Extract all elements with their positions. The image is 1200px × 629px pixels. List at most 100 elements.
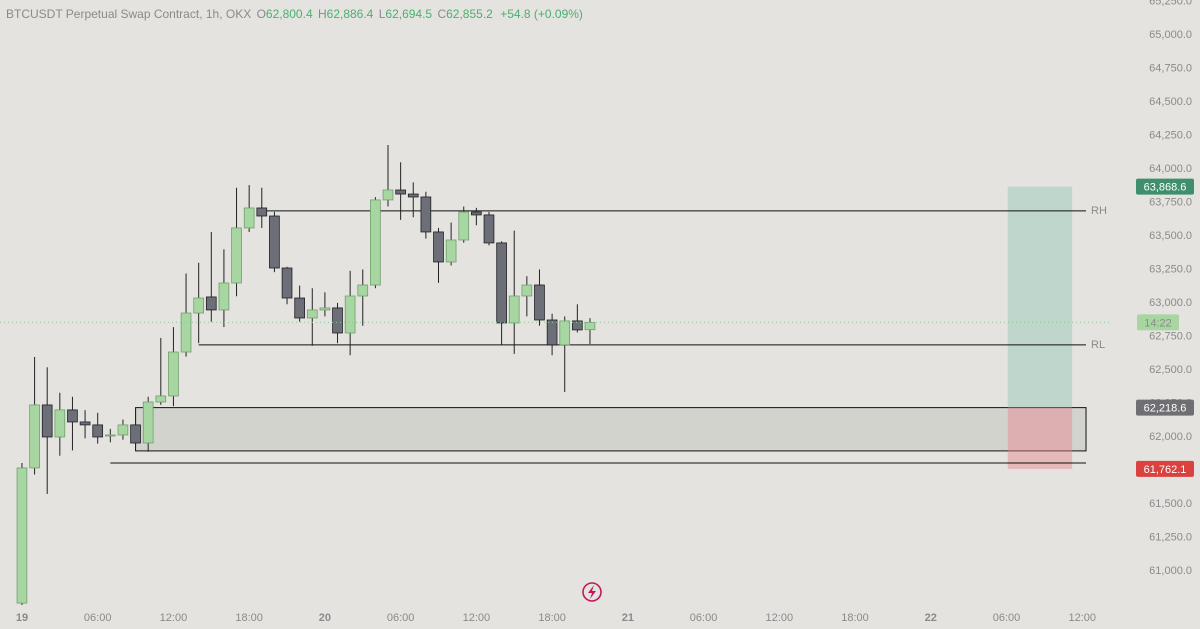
candle-body: [572, 320, 583, 331]
y-tick-label: 64,250.0: [1149, 129, 1192, 141]
level-label: RH: [1091, 205, 1107, 217]
candle-body: [382, 189, 394, 201]
candle-body: [243, 207, 255, 229]
candle-body: [534, 284, 545, 321]
x-tick-label: 18:00: [841, 612, 869, 624]
candle-body: [370, 199, 381, 286]
legend-key: O: [257, 7, 266, 21]
x-tick-label: 06:00: [690, 612, 718, 624]
candle-body: [142, 401, 154, 444]
candle-body: [281, 267, 293, 299]
candle-body: [445, 239, 457, 263]
x-tick-label: 12:00: [766, 612, 794, 624]
y-tick-label: 62,000.0: [1149, 431, 1192, 443]
y-tick-label: 61,000.0: [1149, 565, 1192, 577]
x-tick-label: 18:00: [235, 612, 263, 624]
y-tick-label: 63,000.0: [1149, 297, 1192, 309]
header: BTCUSDT Perpetual Swap Contract, 1h, OKX…: [6, 7, 583, 21]
legend-value: 62,886.4: [327, 7, 374, 21]
legend-key: C: [437, 7, 446, 21]
logo-bolt: [588, 585, 596, 599]
legend-key: L: [379, 7, 386, 21]
y-tick-label: 61,500.0: [1149, 498, 1192, 510]
candle-body: [395, 189, 406, 195]
change: +54.8 (+0.09%): [500, 7, 583, 21]
candle-body: [420, 196, 432, 233]
candle-body: [584, 321, 596, 331]
price-tag: [1136, 178, 1194, 195]
y-tick-label: 62,750.0: [1149, 330, 1192, 342]
candle-body: [546, 319, 558, 346]
candle-body: [205, 296, 217, 311]
y-tick-label: 62,500.0: [1149, 364, 1192, 376]
x-tick-label: 12:00: [1068, 612, 1096, 624]
candle-body: [471, 211, 482, 216]
x-tick-label: 12:00: [160, 612, 188, 624]
candle-body: [357, 284, 369, 297]
y-tick-label: 65,250.0: [1149, 0, 1192, 7]
y-tick-label: 64,500.0: [1149, 96, 1192, 108]
x-tick-label: 12:00: [463, 612, 491, 624]
legend-value: 62,855.2: [446, 7, 493, 21]
candle-body: [344, 295, 356, 334]
x-tick-label: 06:00: [387, 612, 415, 624]
x-tick-label: 06:00: [993, 612, 1021, 624]
x-tick-label: 06:00: [84, 612, 112, 624]
zone: [135, 407, 1087, 452]
legend-value: 62,694.5: [385, 7, 432, 21]
candle-body: [521, 284, 533, 297]
y-tick-label: 65,000.0: [1149, 29, 1192, 41]
candle-body: [130, 424, 141, 444]
countdown-tag: [1137, 314, 1179, 331]
countdown: 14:22: [1144, 317, 1172, 329]
candle-body: [54, 409, 66, 438]
logo-icon: [582, 582, 602, 602]
price-tag-label: 62,218.6: [1144, 403, 1187, 415]
level-label: RL: [1091, 339, 1105, 351]
profit-area: [1007, 186, 1073, 408]
candle-body: [41, 404, 53, 438]
candle-body: [180, 312, 192, 353]
y-tick-label: 64,000.0: [1149, 163, 1192, 175]
price-tag: [1136, 460, 1194, 477]
price-tag: [1136, 399, 1194, 416]
y-tick-label: 64,750.0: [1149, 62, 1192, 74]
candle-body: [332, 307, 343, 334]
candle-body: [483, 214, 495, 244]
logo-ring: [582, 582, 602, 602]
candle-body: [29, 404, 40, 469]
candle-body: [294, 297, 305, 319]
candle-body: [306, 309, 318, 319]
candle-body: [496, 242, 507, 324]
y-tick-label: 61,250.0: [1149, 531, 1192, 543]
symbol: BTCUSDT Perpetual Swap Contract, 1h, OKX: [6, 7, 251, 21]
loss-area: [1007, 407, 1073, 469]
candle-body: [117, 424, 129, 436]
y-tick-label: 63,250.0: [1149, 263, 1192, 275]
x-tick-label: 20: [319, 612, 331, 624]
candle-body: [508, 295, 520, 324]
x-tick-label: 19: [16, 612, 28, 624]
candle-body: [559, 320, 571, 346]
legend-value: 62,800.4: [266, 7, 313, 21]
candle-body: [104, 434, 116, 437]
candle-body: [433, 231, 444, 263]
x-tick-label: 22: [925, 612, 937, 624]
candle-body: [67, 409, 78, 423]
candle-body: [407, 193, 419, 198]
y-tick-label: 63,500.0: [1149, 230, 1192, 242]
price-tag-label: 63,868.6: [1144, 181, 1187, 193]
candle-body: [155, 395, 167, 403]
candle-body: [79, 421, 91, 426]
plot-area: [0, 144, 1110, 605]
x-tick-label: 18:00: [538, 612, 566, 624]
candle-body: [193, 297, 204, 314]
y-tick-label: 63,750.0: [1149, 196, 1192, 208]
candle-body: [218, 282, 230, 311]
candle-body: [92, 424, 104, 438]
candle-body: [458, 211, 470, 241]
x-tick-label: 21: [622, 612, 634, 624]
candle-body: [256, 207, 268, 217]
price-tag-label: 61,762.1: [1144, 464, 1187, 476]
